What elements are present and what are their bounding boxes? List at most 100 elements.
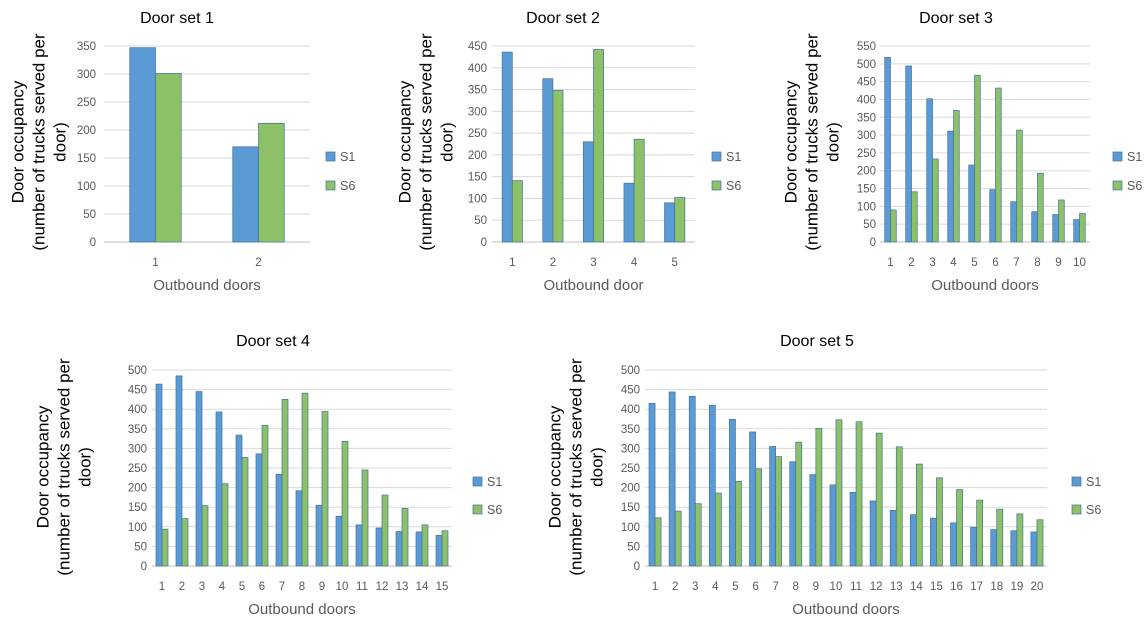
bar-s1-door-3 [926,98,933,243]
x-tick-label: 4 [631,257,638,269]
y-tick-label: 0 [481,237,487,249]
x-axis-label: Outbound door [543,277,643,294]
bar-s6-door-13 [401,508,409,567]
x-tick-label: 5 [732,581,738,593]
bar-s1-door-10 [335,515,343,567]
bar-s6-door-8 [795,441,803,567]
x-tick-label: 13 [396,581,409,593]
x-tick-label: 5 [239,581,245,593]
y-axis-label: Door occupancy [9,80,28,203]
y-axis-label: door) [76,447,95,487]
bar-s6-door-4 [953,110,960,243]
bar-s6-door-6 [261,424,269,567]
bar-s6-door-16 [956,489,963,567]
bar-s1-door-4 [215,411,223,567]
x-tick-label: 7 [1013,257,1019,269]
y-tick-label: 300 [128,443,147,455]
x-tick-label: 8 [299,581,305,593]
bar-s1-door-5 [968,164,975,243]
x-tick-label: 1 [152,257,158,269]
y-tick-label: 100 [857,201,876,213]
x-tick-label: 14 [416,581,429,593]
x-tick-label: 4 [950,257,957,269]
x-tick-label: 12 [376,581,389,593]
bar-s6-door-20 [1036,519,1044,567]
bar-s1-door-1 [501,51,513,243]
y-tick-label: 500 [857,59,876,71]
legend-swatch-s6 [325,180,336,191]
bar-s6-door-1 [155,73,182,243]
legend-label-s1: S1 [1127,150,1142,164]
x-tick-label: 14 [910,581,923,593]
bar-s1-door-2 [175,375,183,567]
bar-s6-door-19 [1016,513,1024,567]
legend-label-s1: S1 [487,475,502,489]
bar-s6-door-11 [361,469,369,567]
chart-title: Door set 5 [780,333,854,350]
y-axis-label: Door occupancy [34,405,53,528]
y-tick-label: 300 [468,106,487,118]
chart-title: Door set 2 [526,10,600,27]
x-axis-label: Outbound doors [248,601,356,618]
bar-s1-door-8 [1031,211,1038,243]
x-tick-label: 9 [319,581,325,593]
y-tick-label: 150 [857,184,876,196]
y-tick-label: 100 [468,193,487,205]
bar-s6-door-14 [421,524,429,567]
x-tick-label: 19 [1010,581,1023,593]
bar-s1-door-10 [1073,219,1080,243]
legend-swatch-s6 [1112,180,1123,191]
bar-s6-door-6 [755,468,762,567]
y-tick-label: 50 [83,209,96,221]
bar-s1-door-3 [582,141,594,243]
y-tick-label: 350 [468,85,487,97]
x-axis-label: Outbound doors [792,601,900,618]
y-tick-label: 300 [77,69,96,81]
y-tick-label: 250 [128,463,147,475]
bar-s1-door-16 [950,522,957,567]
legend-label-s6: S6 [1127,179,1142,193]
bar-s6-door-1 [161,528,169,567]
bar-s6-door-12 [875,432,883,567]
bar-s1-door-4 [708,404,716,567]
bar-s1-door-15 [435,535,443,567]
legend-swatch-s1 [325,151,336,162]
y-tick-label: 50 [474,215,487,227]
bar-s6-door-12 [381,494,389,567]
bar-s1-door-18 [990,529,998,567]
y-tick-label: 0 [141,561,147,573]
chart-title: Door set 1 [140,10,214,27]
y-tick-label: 400 [468,63,487,75]
x-tick-label: 7 [279,581,285,593]
x-tick-label: 1 [652,581,658,593]
bar-s6-door-17 [976,499,984,567]
x-tick-label: 10 [830,581,843,593]
bar-s6-door-15 [441,530,449,567]
bar-s1-door-6 [749,431,756,567]
bar-s6-door-8 [301,392,309,567]
legend-swatch-s1 [1071,476,1082,487]
bar-s6-door-5 [735,480,742,567]
x-axis-label: Outbound doors [931,277,1039,294]
x-tick-label: 6 [752,581,758,593]
y-tick-label: 500 [621,365,640,377]
bar-s1-door-11 [849,491,857,567]
bar-s1-door-13 [395,531,403,567]
legend-label-s1: S1 [340,150,355,164]
y-tick-label: 50 [863,219,876,231]
legend-label-s1: S1 [726,150,741,164]
y-axis-label: (number of trucks served per [803,33,822,251]
y-axis-label: Door occupancy [546,405,565,528]
x-tick-label: 9 [813,581,819,593]
bar-s1-door-2 [905,65,912,243]
x-tick-label: 3 [590,257,596,269]
legend-swatch-s6 [711,180,722,191]
x-axis-label: Outbound doors [153,277,261,294]
bar-s1-door-7 [275,473,283,567]
bar-s6-door-13 [895,446,903,567]
y-tick-label: 300 [621,443,640,455]
bar-s6-door-5 [241,457,249,567]
y-tick-label: 50 [134,541,147,553]
